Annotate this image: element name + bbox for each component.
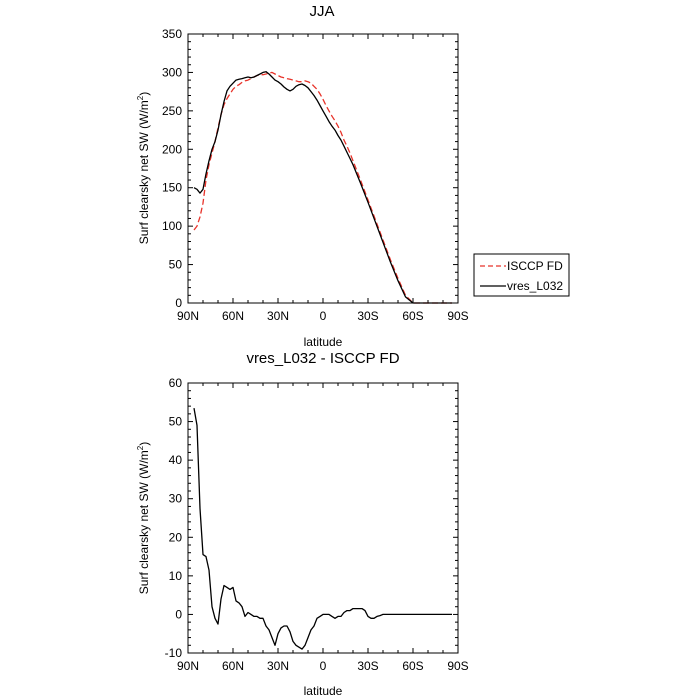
y-tick-label: 0: [175, 296, 182, 310]
bottom-chart-series: [193, 407, 452, 650]
x-tick-label: 90S: [447, 309, 468, 323]
x-tick-label: 30N: [267, 659, 289, 673]
x-tick-label: 60S: [402, 659, 423, 673]
y-tick-label: 60: [169, 376, 183, 390]
x-tick-label: 90N: [177, 659, 199, 673]
y-tick-label: 200: [162, 142, 182, 156]
legend-label-isccp-fd: ISCCP FD: [507, 259, 563, 273]
y-tick-label: 300: [162, 65, 182, 79]
x-tick-label: 90N: [177, 309, 199, 323]
y-tick-label: 30: [169, 492, 183, 506]
series-line-vres-l032: [193, 71, 452, 304]
bottom-chart-panel: vres_L032 - ISCCP FD 90N 60N 30N 0 30S 60S 90S…: [136, 350, 469, 698]
legend-box: [473, 253, 570, 297]
series-line-isccp-fd: [193, 71, 452, 304]
legend-label-vres-l032: vres_L032: [507, 279, 563, 293]
top-chart-y-axis-label: Surf clearsky net SW (W/m2): [136, 92, 151, 244]
x-tick-label: 30S: [357, 309, 378, 323]
x-tick-label: 60S: [402, 309, 423, 323]
y-tick-label: 150: [162, 181, 182, 195]
top-chart-plot-frame: [187, 33, 459, 304]
y-tick-label: 350: [162, 27, 182, 41]
x-tick-label: 60N: [222, 309, 244, 323]
x-tick-label: 30N: [267, 309, 289, 323]
x-tick-label: 0: [320, 309, 327, 323]
x-tick-label: 30S: [357, 659, 378, 673]
bottom-chart-x-axis-label: latitude: [304, 684, 343, 698]
y-tick-label: 50: [169, 258, 183, 272]
y-tick-label: -10: [165, 646, 183, 660]
x-tick-label: 60N: [222, 659, 244, 673]
series-line-vres-l032-isccp-fd: [193, 407, 452, 650]
y-tick-label: 50: [169, 415, 183, 429]
y-tick-label: 100: [162, 219, 182, 233]
bottom-chart-y-axis-label: Surf clearsky net SW (W/m2): [136, 442, 151, 594]
y-tick-label: 250: [162, 104, 182, 118]
y-tick-label: 40: [169, 453, 183, 467]
legend: ISCCP FD vres_L032: [473, 253, 570, 297]
top-chart-ticks: 90N 60N 30N 0 30S 60S 90S 0 50 100 150 200 250 300 350: [162, 27, 469, 323]
top-chart-series: [193, 71, 452, 304]
y-tick-label: 0: [175, 607, 182, 621]
top-chart-panel: JJA 90N 60N 30N 0 30S 60S 90S 0 50 100 150 200 250 30…: [136, 3, 570, 349]
bottom-chart-plot-frame: [187, 382, 459, 654]
x-tick-label: 0: [320, 659, 327, 673]
y-tick-label: 10: [169, 569, 183, 583]
y-tick-label: 20: [169, 530, 183, 544]
x-tick-label: 90S: [447, 659, 468, 673]
top-chart-x-axis-label: latitude: [304, 335, 343, 349]
bottom-chart-ticks: 90N 60N 30N 0 30S 60S 90S -10 0 10 20 30 40 50 60: [165, 376, 469, 673]
bottom-chart-title: vres_L032 - ISCCP FD: [246, 350, 399, 367]
top-chart-title: JJA: [309, 3, 334, 20]
